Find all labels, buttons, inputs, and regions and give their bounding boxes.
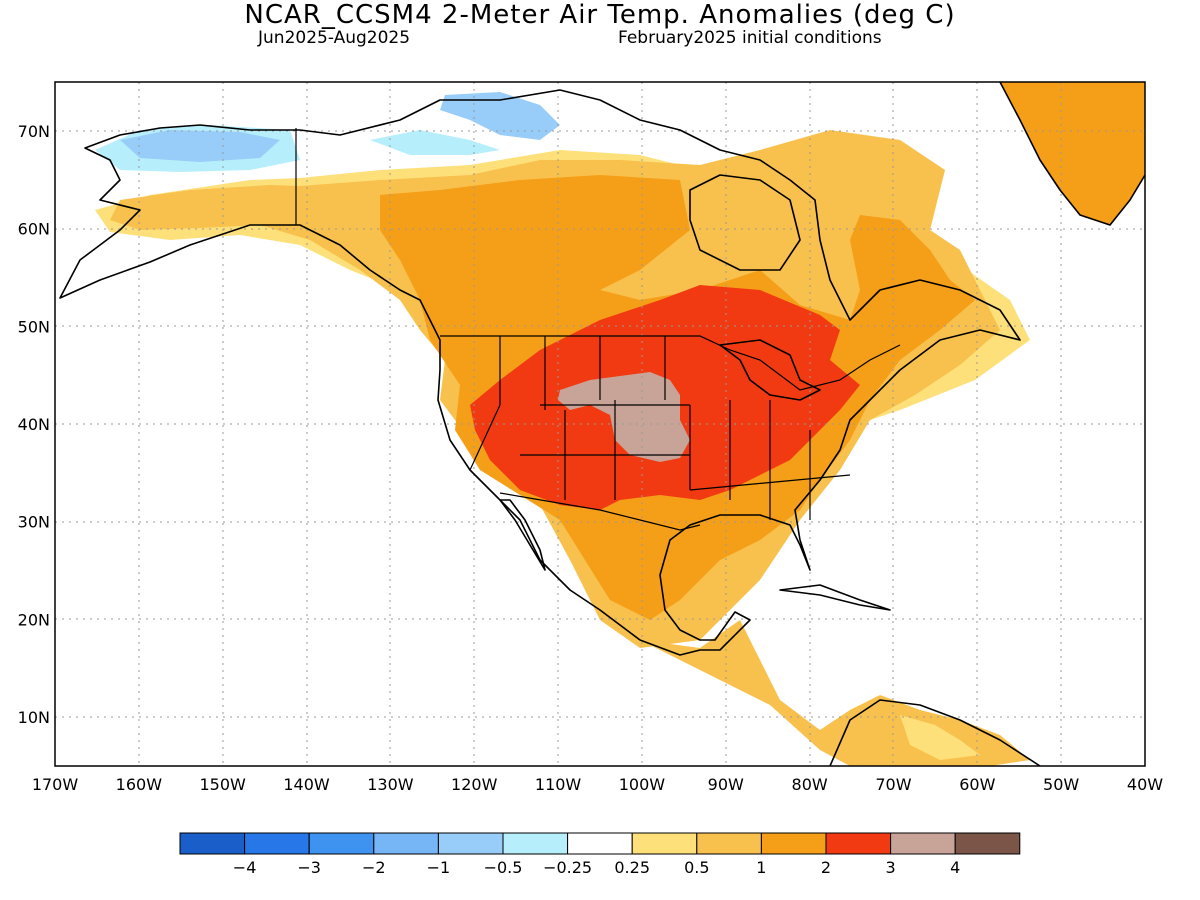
anomaly-region-neg-0.5	[120, 130, 280, 162]
legend-label: 0.25	[614, 858, 650, 877]
legend-swatch	[825, 832, 892, 855]
coastlines	[59, 82, 1145, 766]
latitude-tick-label: 50N	[18, 317, 50, 336]
anomaly-region-3	[558, 372, 690, 462]
anomaly-region-0.25-south	[900, 715, 980, 760]
hudson-bay	[689, 174, 801, 271]
latitude-labels: 10N 20N 30N 40N 50N 60N 70N	[18, 122, 50, 727]
anomaly-region-greenland	[1000, 82, 1145, 225]
baja-california	[499, 499, 546, 571]
longitude-tick-label: 70W	[875, 775, 911, 794]
legend-swatch	[631, 832, 698, 855]
latitude-tick-label: 30N	[18, 513, 50, 532]
legend-swatch	[954, 832, 1021, 855]
longitude-labels: 170W 160W 150W 140W 130W 120W 110W 100W 90W 80W 70…	[32, 775, 1163, 794]
legend-swatch	[437, 832, 504, 855]
legend-label: −0.25	[543, 858, 592, 877]
legend-label: 1	[756, 858, 766, 877]
legend-label: 3	[886, 858, 896, 877]
color-legend: −4 −3 −2 −1 −0.5 −0.25 0.25 0.5 1 2 3 4	[179, 832, 1021, 877]
legend-swatch	[890, 832, 956, 855]
anomaly-region-neg-0.5-north	[440, 92, 560, 140]
anomaly-region-neg-0.25-arctic	[370, 130, 500, 155]
longitude-tick-label: 140W	[283, 775, 330, 794]
longitude-tick-label: 170W	[32, 775, 79, 794]
latitude-tick-label: 20N	[18, 610, 50, 629]
legend-swatch	[244, 832, 310, 855]
longitude-tick-label: 110W	[535, 775, 582, 794]
greenland-coast	[999, 82, 1145, 226]
us-mexico-border	[499, 492, 701, 531]
longitude-tick-label: 80W	[792, 775, 828, 794]
legend-label: 0.5	[684, 858, 709, 877]
legend-swatch	[308, 832, 375, 855]
latitude-tick-label: 10N	[18, 708, 50, 727]
south-america-coast	[829, 699, 1041, 766]
anomaly-fill-layer	[95, 82, 1145, 766]
legend-label: −4	[233, 858, 257, 877]
cuba	[779, 584, 891, 611]
legend-swatch	[179, 832, 246, 855]
longitude-tick-label: 60W	[959, 775, 995, 794]
longitude-tick-label: 40W	[1127, 775, 1163, 794]
longitude-tick-label: 130W	[367, 775, 414, 794]
latitude-tick-label: 60N	[18, 220, 50, 239]
us-canada-border	[440, 335, 901, 391]
legend-label: −1	[427, 858, 451, 877]
legend-label: 4	[950, 858, 960, 877]
legend-swatch	[373, 832, 439, 855]
longitude-tick-label: 100W	[619, 775, 666, 794]
longitude-tick-label: 160W	[116, 775, 163, 794]
longitude-tick-label: 150W	[200, 775, 247, 794]
legend-label: −3	[297, 858, 321, 877]
latitude-tick-label: 70N	[18, 122, 50, 141]
initial-conditions: February2025 initial conditions	[618, 28, 882, 48]
political-borders	[295, 128, 901, 531]
state-lines	[469, 336, 851, 520]
map-frame	[54, 81, 1146, 767]
legend-swatch	[696, 832, 762, 855]
legend-label: −2	[362, 858, 386, 877]
north-america-coast	[59, 89, 1021, 656]
forecast-period: Jun2025-Aug2025	[258, 28, 411, 48]
longitude-tick-label: 120W	[451, 775, 498, 794]
legend-swatch	[760, 832, 827, 855]
legend-swatch	[502, 832, 569, 855]
longitude-tick-label: 90W	[708, 775, 744, 794]
great-lakes	[719, 339, 821, 401]
legend-label: 2	[821, 858, 831, 877]
legend-label: −0.5	[484, 858, 523, 877]
latitude-tick-label: 40N	[18, 415, 50, 434]
map-title: NCAR_CCSM4 2-Meter Air Temp. Anomalies (…	[244, 0, 956, 30]
graticule	[55, 82, 1145, 766]
legend-swatch	[567, 832, 633, 855]
longitude-tick-label: 50W	[1043, 775, 1079, 794]
